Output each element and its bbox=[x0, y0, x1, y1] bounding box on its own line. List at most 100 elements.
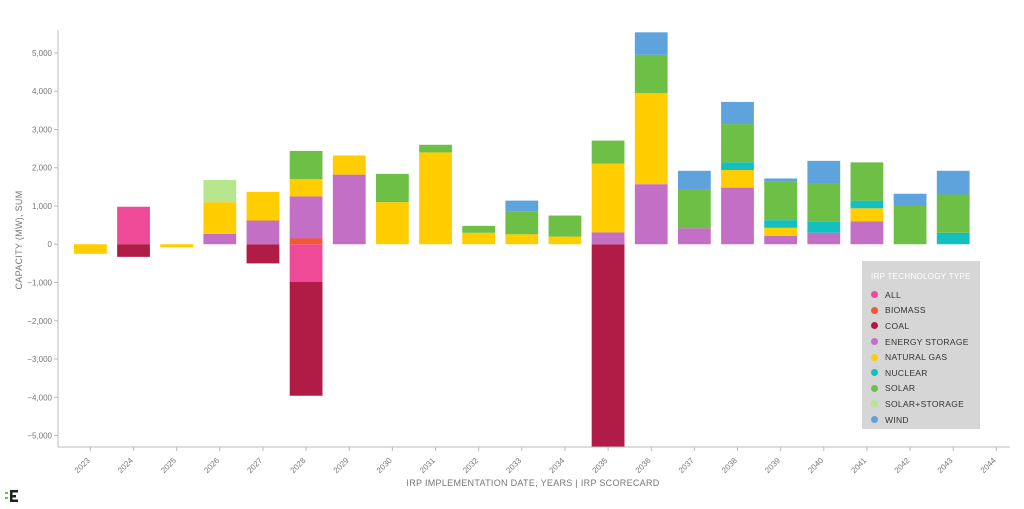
bar-2036-solar[interactable] bbox=[634, 54, 668, 94]
bar-2040-nuclear[interactable] bbox=[807, 221, 841, 233]
x-tick-label: 2043 bbox=[936, 456, 955, 475]
bar-2027-energy-storage[interactable] bbox=[246, 220, 280, 245]
bar-2041-energy-storage[interactable] bbox=[850, 221, 884, 245]
x-tick-label: 2032 bbox=[461, 456, 480, 475]
bar-2033-natural-gas[interactable] bbox=[505, 234, 539, 245]
bar-2037-energy-storage[interactable] bbox=[677, 228, 711, 245]
x-tick-label: 2036 bbox=[634, 456, 653, 475]
bar-2042-solar[interactable] bbox=[893, 205, 927, 245]
legend-title: IRP TECHNOLOGY TYPE bbox=[871, 272, 971, 281]
bar-2029-energy-storage[interactable] bbox=[332, 174, 366, 245]
legend-item-nuclear[interactable]: NUCLEAR bbox=[871, 365, 980, 381]
y-tick-label: −4,000 bbox=[27, 393, 52, 402]
bar-2036-wind[interactable] bbox=[634, 32, 668, 55]
bar-2024-coal[interactable] bbox=[117, 244, 150, 257]
bar-2030-solar[interactable] bbox=[375, 173, 409, 203]
bar-2035-energy-storage[interactable] bbox=[591, 232, 625, 245]
bar-2032-solar[interactable] bbox=[462, 225, 496, 233]
legend-swatch-icon bbox=[871, 369, 878, 377]
bar-2031-solar[interactable] bbox=[419, 144, 452, 153]
bar-2038-solar[interactable] bbox=[721, 124, 754, 163]
bar-2036-energy-storage[interactable] bbox=[634, 184, 668, 245]
legend-label: SOLAR bbox=[885, 383, 916, 394]
bar-2034-solar[interactable] bbox=[548, 215, 582, 237]
bar-2033-wind[interactable] bbox=[505, 200, 539, 212]
bar-2024-all[interactable] bbox=[117, 206, 150, 245]
bar-2038-wind[interactable] bbox=[721, 101, 754, 125]
y-tick-label: 0 bbox=[48, 240, 53, 249]
bar-2039-solar[interactable] bbox=[764, 181, 798, 221]
bar-2026-natural-gas[interactable] bbox=[203, 202, 237, 234]
bar-2035-coal[interactable] bbox=[591, 244, 625, 447]
bar-2027-natural-gas[interactable] bbox=[246, 191, 280, 221]
legend-item-solar-storage[interactable]: SOLAR+STORAGE bbox=[871, 396, 980, 412]
bar-2043-solar[interactable] bbox=[936, 194, 970, 233]
bar-2042-wind[interactable] bbox=[893, 193, 927, 206]
x-tick-label: 2030 bbox=[375, 456, 394, 475]
x-tick-label: 2029 bbox=[332, 456, 351, 475]
bar-2037-wind[interactable] bbox=[677, 170, 711, 190]
bar-2038-natural-gas[interactable] bbox=[721, 170, 754, 188]
legend-swatch-icon bbox=[871, 338, 878, 346]
bar-2033-solar[interactable] bbox=[505, 211, 539, 235]
bar-2026-solar-storage[interactable] bbox=[203, 179, 237, 203]
bar-2039-energy-storage[interactable] bbox=[764, 235, 798, 245]
bar-2043-nuclear[interactable] bbox=[936, 232, 970, 245]
x-tick-label: 2041 bbox=[849, 456, 868, 475]
legend: IRP TECHNOLOGY TYPE ALL BIOMASS COAL ENERGY… bbox=[862, 261, 980, 429]
y-tick-label: −1,000 bbox=[27, 278, 52, 287]
y-tick-label: 3,000 bbox=[32, 125, 53, 134]
bar-2023-natural-gas[interactable] bbox=[74, 244, 107, 254]
y-axis-title: CAPACITY (MW), SUM bbox=[14, 190, 24, 289]
bar-2040-wind[interactable] bbox=[807, 160, 841, 184]
bar-2040-energy-storage[interactable] bbox=[807, 232, 841, 245]
bar-2028-biomass[interactable] bbox=[289, 238, 323, 245]
legend-label: COAL bbox=[885, 320, 910, 331]
x-tick-label: 2039 bbox=[763, 456, 782, 475]
x-tick-label: 2042 bbox=[893, 456, 912, 475]
brand-logo-icon bbox=[4, 488, 20, 504]
y-tick-label: −3,000 bbox=[27, 355, 52, 364]
bar-2039-nuclear[interactable] bbox=[764, 220, 798, 228]
bar-2028-natural-gas[interactable] bbox=[289, 179, 323, 197]
legend-item-coal[interactable]: COAL bbox=[871, 318, 980, 334]
bar-2028-all[interactable] bbox=[289, 244, 323, 282]
bar-2039-wind[interactable] bbox=[764, 178, 798, 182]
bar-2025-natural-gas[interactable] bbox=[160, 244, 194, 248]
x-tick-label: 2027 bbox=[245, 456, 264, 475]
bar-2028-solar[interactable] bbox=[289, 150, 323, 180]
bar-2029-natural-gas[interactable] bbox=[332, 155, 366, 175]
x-axis-title: IRP IMPLEMENTATION DATE, YEARS | IRP SCO… bbox=[406, 478, 659, 488]
x-tick-label: 2026 bbox=[202, 456, 221, 475]
bar-2041-nuclear[interactable] bbox=[850, 200, 884, 209]
bar-2028-coal[interactable] bbox=[289, 281, 323, 396]
bar-2035-solar[interactable] bbox=[591, 140, 625, 164]
bar-2041-solar[interactable] bbox=[850, 162, 884, 201]
bar-2035-natural-gas[interactable] bbox=[591, 163, 625, 233]
bar-2027-coal[interactable] bbox=[246, 244, 280, 264]
legend-item-natural-gas[interactable]: NATURAL GAS bbox=[871, 349, 980, 365]
bar-2032-natural-gas[interactable] bbox=[462, 232, 496, 245]
legend-label: BIOMASS bbox=[885, 305, 926, 316]
bar-2040-solar[interactable] bbox=[807, 183, 841, 222]
bar-2026-energy-storage[interactable] bbox=[203, 233, 237, 245]
bar-2041-natural-gas[interactable] bbox=[850, 208, 884, 222]
legend-item-biomass[interactable]: BIOMASS bbox=[871, 303, 980, 319]
legend-item-wind[interactable]: WIND bbox=[871, 412, 980, 428]
bar-2039-natural-gas[interactable] bbox=[764, 227, 798, 236]
legend-swatch-icon bbox=[871, 353, 878, 361]
legend-item-energy-storage[interactable]: ENERGY STORAGE bbox=[871, 334, 980, 350]
x-tick-label: 2038 bbox=[720, 456, 739, 475]
bar-2034-natural-gas[interactable] bbox=[548, 236, 582, 245]
bar-2038-energy-storage[interactable] bbox=[721, 187, 754, 245]
legend-item-solar[interactable]: SOLAR bbox=[871, 381, 980, 397]
legend-item-all[interactable]: ALL bbox=[871, 287, 980, 303]
bar-2028-energy-storage[interactable] bbox=[289, 196, 323, 239]
bar-2031-natural-gas[interactable] bbox=[419, 152, 452, 245]
bar-2030-natural-gas[interactable] bbox=[375, 202, 409, 245]
bar-2036-natural-gas[interactable] bbox=[634, 93, 668, 185]
bar-2037-solar[interactable] bbox=[677, 189, 711, 229]
bar-2038-nuclear[interactable] bbox=[721, 162, 754, 171]
bar-2043-wind[interactable] bbox=[936, 170, 970, 195]
